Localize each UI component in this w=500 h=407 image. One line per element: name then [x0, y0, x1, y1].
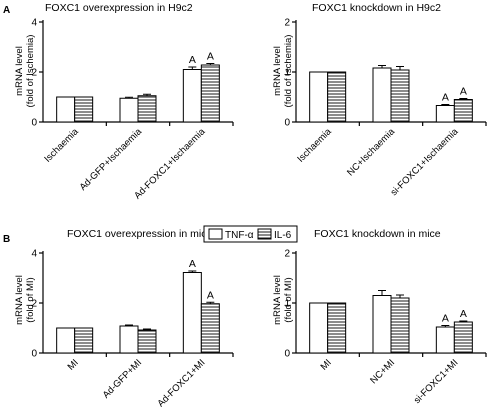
y-axis-label-line: mRNA level: [14, 275, 25, 325]
y-tick-label: 1: [284, 299, 290, 310]
chart-panel-h9c2-knockdown: FOXC1 knockdown in H9c2 mRNA level(fold o…: [272, 2, 487, 198]
legend: TNF-α IL-6: [203, 225, 298, 243]
chart-title: FOXC1 knockdown in mice: [314, 228, 441, 240]
bar-tnf-alpha: [435, 326, 455, 354]
x-tick-label: Ad-GFP+MI: [101, 357, 144, 400]
y-tick-label: 2: [31, 68, 37, 79]
bar-il6: [200, 303, 220, 354]
x-tick-label: NC+MI: [368, 357, 397, 386]
bar-il6: [137, 95, 157, 123]
legend-swatch-tnf: [208, 228, 223, 240]
x-tick-label: MI: [319, 357, 334, 372]
y-axis-label: mRNA level(fold of Ischemia): [14, 35, 36, 108]
bar-tnf-alpha: [56, 327, 76, 354]
significance-marker: A: [442, 92, 449, 104]
chart-title: FOXC1 overexpression in mice: [67, 228, 212, 240]
bar-il6: [390, 69, 410, 123]
legend-swatch-il6: [257, 228, 272, 240]
x-tick-label: Ad-FOXC1+MI: [155, 357, 207, 407]
y-axis-label-line: mRNA level: [14, 46, 25, 96]
bar-il6: [200, 64, 220, 123]
x-tick-label: Ischaemia: [295, 126, 334, 165]
y-axis-label-line: (fold of MI): [283, 277, 294, 322]
bar-il6: [390, 297, 410, 354]
significance-marker: A: [207, 289, 214, 301]
chart-title: FOXC1 overexpression in H9c2: [45, 2, 193, 14]
legend-label-tnf: TNF-α: [225, 230, 254, 241]
y-axis-label-line: (fold of Ischemia): [25, 35, 36, 108]
bar-tnf-alpha: [435, 105, 455, 123]
y-tick-label: 2: [31, 299, 37, 310]
chart-panel-b-mice-overexpression: B FOXC1 overexpression in mice mRNA level(…: [3, 228, 234, 407]
bar-tnf-alpha: [372, 67, 392, 123]
bar-il6: [137, 329, 157, 354]
bar-il6: [453, 99, 473, 123]
y-tick-label: 0: [31, 349, 37, 360]
x-tick-label: Ischaemia: [42, 126, 81, 165]
bar-il6: [327, 302, 347, 354]
x-tick-label: si-FOXC1+Ischaemia: [389, 126, 461, 198]
significance-marker: A: [207, 51, 214, 63]
y-tick-label: 0: [284, 118, 290, 129]
legend-label-il6: IL-6: [274, 230, 292, 241]
bar-tnf-alpha: [119, 97, 139, 123]
y-axis-label: mRNA level(fold of Ischemia): [272, 35, 294, 108]
bar-tnf-alpha: [182, 69, 202, 123]
chart-title: FOXC1 knockdown in H9c2: [312, 2, 441, 14]
chart-panel-mice-knockdown: FOXC1 knockdown in mice mRNA level(fold o…: [272, 228, 487, 406]
y-axis-label-line: (fold of MI): [25, 277, 36, 322]
bar-il6: [453, 321, 473, 354]
bar-tnf-alpha: [182, 272, 202, 354]
panel-letter: B: [3, 234, 10, 245]
y-tick-label: 0: [284, 349, 290, 360]
bar-il6: [74, 96, 94, 123]
y-tick-label: 1: [284, 68, 290, 79]
x-tick-label: NC+Ischaemia: [345, 126, 398, 179]
bar-tnf-alpha: [309, 302, 329, 354]
legend-frame: [203, 225, 298, 243]
y-tick-label: 4: [31, 18, 37, 29]
significance-marker: A: [442, 313, 449, 325]
x-tick-label: MI: [66, 357, 81, 372]
y-axis-label-line: (fold of Ischemia): [283, 35, 294, 108]
significance-marker: A: [460, 308, 467, 320]
significance-marker: A: [460, 86, 467, 98]
panel-letter: A: [3, 5, 10, 16]
bar-tnf-alpha: [309, 71, 329, 123]
x-tick-label: si-FOXC1+MI: [412, 357, 461, 406]
bar-tnf-alpha: [56, 96, 76, 123]
x-tick-label: Ad-FOXC1+Ischaemia: [132, 126, 208, 202]
y-axis-label: mRNA level(fold of MI): [272, 275, 294, 325]
y-tick-label: 0: [31, 118, 37, 129]
y-tick-label: 4: [31, 249, 37, 260]
y-tick-label: 2: [284, 18, 290, 29]
significance-marker: A: [189, 54, 196, 66]
y-axis-label-line: mRNA level: [272, 46, 283, 96]
bar-tnf-alpha: [119, 325, 139, 354]
bar-tnf-alpha: [372, 295, 392, 354]
chart-panel-a-h9c2-overexpression: A FOXC1 overexpression in H9c2 mRNA level(…: [3, 2, 234, 202]
y-axis-label: mRNA level(fold of MI): [14, 275, 36, 325]
significance-marker: A: [189, 258, 196, 270]
y-axis-label-line: mRNA level: [272, 275, 283, 325]
bar-il6: [327, 71, 347, 123]
y-tick-label: 2: [284, 249, 290, 260]
bar-il6: [74, 327, 94, 354]
x-tick-label: Ad-GFP+Ischaemia: [78, 126, 145, 193]
